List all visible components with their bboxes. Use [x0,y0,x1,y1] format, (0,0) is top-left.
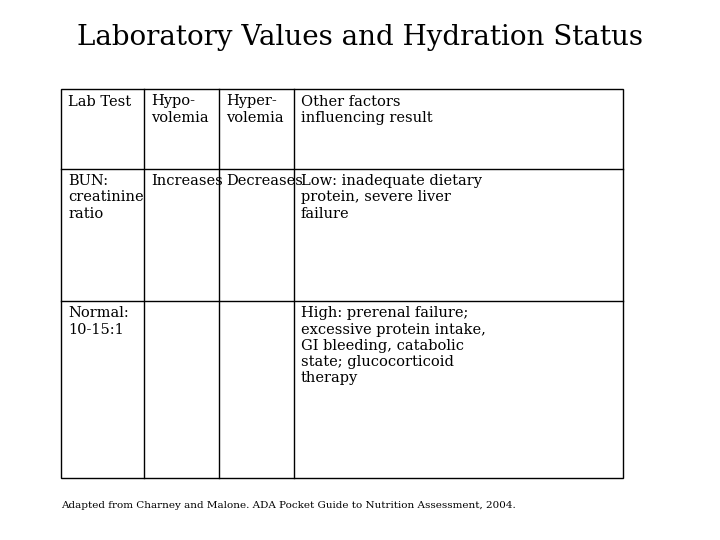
Text: Other factors
influencing result: Other factors influencing result [301,94,433,125]
Text: Laboratory Values and Hydration Status: Laboratory Values and Hydration Status [77,24,643,51]
Text: High: prerenal failure;
excessive protein intake,
GI bleeding, catabolic
state; : High: prerenal failure; excessive protei… [301,306,486,385]
Text: Hyper-
volemia: Hyper- volemia [226,94,284,125]
Text: Normal:
10-15:1: Normal: 10-15:1 [68,306,129,336]
Text: Adapted from Charney and Malone. ADA Pocket Guide to Nutrition Assessment, 2004.: Adapted from Charney and Malone. ADA Poc… [61,501,516,510]
Text: Low: inadequate dietary
protein, severe liver
failure: Low: inadequate dietary protein, severe … [301,174,482,221]
Text: Hypo-
volemia: Hypo- volemia [151,94,209,125]
Text: Increases: Increases [151,174,223,188]
Text: Lab Test: Lab Test [68,94,132,109]
Text: Decreases: Decreases [226,174,303,188]
Text: BUN:
creatinine
ratio: BUN: creatinine ratio [68,174,144,221]
